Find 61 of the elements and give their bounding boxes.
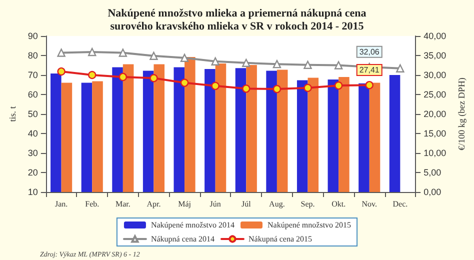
y-tick-label: 80 <box>28 50 38 60</box>
point <box>304 84 312 92</box>
point <box>57 67 66 76</box>
y2-tick-label: 0,00 <box>424 187 442 197</box>
data-label: 27,41 <box>359 66 380 74</box>
x-tick-label: Jún <box>210 200 221 208</box>
point <box>396 64 404 72</box>
y-tick-label: 30 <box>28 148 38 158</box>
legend-label: Nákupná cena 2015 <box>248 234 312 244</box>
y-tick-label: 70 <box>28 70 38 80</box>
point <box>334 81 343 90</box>
y2-axis-title: €/100 kg (bez DPH) <box>456 78 466 150</box>
point <box>118 72 128 82</box>
x-tick-label: Sep. <box>300 200 315 208</box>
x-tick-label: Nov. <box>362 200 377 208</box>
y2-tick-label: 40,00 <box>424 31 446 41</box>
point <box>304 60 312 69</box>
y-tick-label: 90 <box>28 31 38 41</box>
y-tick-label: 50 <box>28 109 38 119</box>
point <box>272 60 282 68</box>
point <box>211 82 220 90</box>
y2-tick-label: 5,00 <box>424 168 442 178</box>
point <box>118 48 128 57</box>
point <box>150 74 158 82</box>
x-tick-label: Máj <box>178 200 191 208</box>
point <box>180 78 189 87</box>
point <box>242 84 250 93</box>
y-tick-label: 20 <box>28 168 38 178</box>
y2-tick-label: 15,00 <box>424 128 446 138</box>
y-axis-title: tis. t <box>8 106 18 122</box>
y-tick-label: 60 <box>28 90 38 100</box>
x-tick-label: Feb. <box>85 200 100 208</box>
x-tick-label: Okt. <box>332 200 346 208</box>
point <box>88 48 96 56</box>
x-tick-label: Júl <box>241 200 252 208</box>
point <box>365 81 374 90</box>
chart-title: Nakúpené množstvo mlieka a priemerná nákupná cena surového kravského mlieka v SR v rokoch 2014 - 2015 <box>108 8 367 32</box>
x-tick-label: Aug. <box>269 200 285 208</box>
y-tick-label: 10 <box>28 187 38 197</box>
point <box>57 48 66 57</box>
x-tick-label: Dec. <box>392 200 408 208</box>
point <box>88 70 96 80</box>
point <box>150 52 158 60</box>
y2-tick-label: 10,00 <box>424 148 446 158</box>
point <box>242 58 250 68</box>
legend-label: Nakúpené množstvo 2015 <box>268 220 352 230</box>
data-label: 32,06 <box>359 47 380 56</box>
x-tick-label: Mar. <box>115 200 130 208</box>
y2-tick-label: 20,00 <box>424 109 446 119</box>
y2-tick-label: 25,00 <box>424 90 446 100</box>
point <box>272 84 282 94</box>
legend-label: Nákupná cena 2014 <box>150 234 214 244</box>
point <box>211 57 220 66</box>
x-tick-label: Jan. <box>54 200 68 208</box>
y2-tick-label: 35,00 <box>424 50 446 60</box>
point <box>334 61 343 70</box>
legend-label: Nakúpené množstvo 2014 <box>150 220 235 230</box>
x-tick-label: Apr. <box>146 200 161 208</box>
y-tick-label: 40 <box>28 128 38 138</box>
y2-tick-label: 30,00 <box>424 70 446 80</box>
point <box>180 54 189 62</box>
